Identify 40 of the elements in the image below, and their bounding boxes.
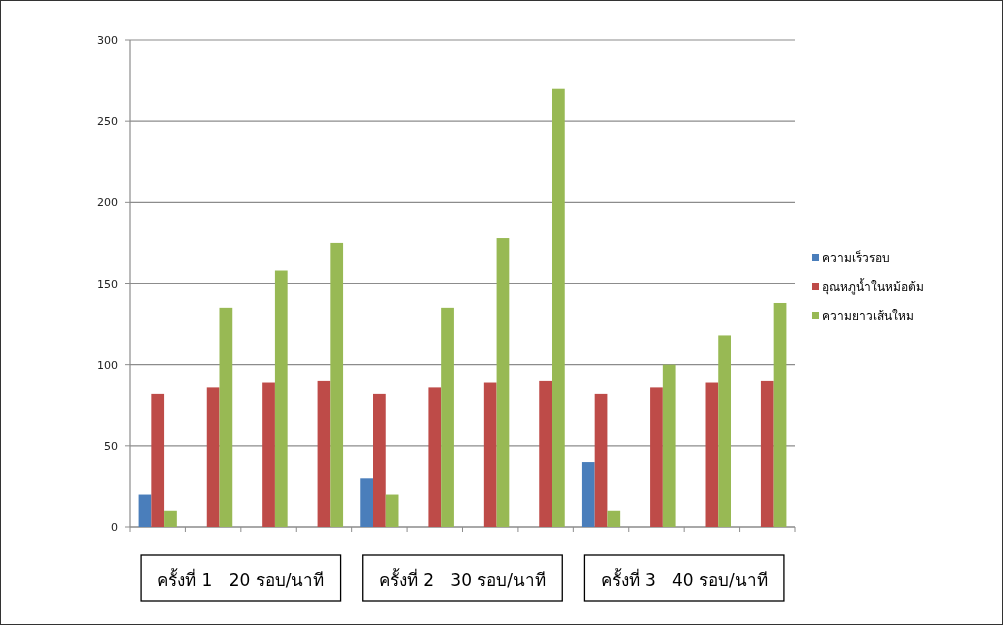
y-tick-label: 50 bbox=[104, 439, 118, 453]
bar bbox=[441, 307, 454, 527]
bar bbox=[360, 478, 373, 527]
bar bbox=[705, 382, 719, 527]
bar bbox=[594, 393, 608, 527]
y-tick-label: 300 bbox=[97, 34, 118, 47]
y-tick-label: 0 bbox=[111, 521, 118, 534]
text: ครั้งที่ 2 30 รอบ/นาที bbox=[378, 568, 547, 590]
bar bbox=[760, 380, 774, 527]
bar bbox=[496, 238, 510, 527]
bar bbox=[385, 494, 399, 527]
legend-label: ความยาวเส้นใหม bbox=[822, 309, 914, 323]
bar bbox=[483, 382, 497, 527]
text: ครั้งที่ 3 40 รอบ/นาที bbox=[600, 568, 768, 590]
bar bbox=[773, 302, 787, 527]
bar bbox=[262, 382, 275, 527]
bar bbox=[539, 380, 552, 527]
bar bbox=[151, 393, 165, 527]
bar bbox=[138, 494, 152, 527]
legend-label: อุณหภูน้ำในหม้อต้ม bbox=[822, 278, 924, 295]
bar bbox=[718, 335, 731, 527]
text: ครั้งที่ 1 20 รอบ/นาที bbox=[157, 568, 325, 590]
bar bbox=[206, 387, 220, 527]
y-tick-label: 200 bbox=[97, 196, 118, 210]
bar bbox=[662, 364, 676, 527]
bar bbox=[219, 307, 233, 527]
y-tick-label: 150 bbox=[97, 277, 118, 291]
bar bbox=[581, 462, 595, 527]
y-tick-label: 100 bbox=[97, 358, 118, 372]
bar bbox=[330, 242, 344, 527]
bar bbox=[373, 393, 386, 527]
bar bbox=[607, 510, 621, 527]
bar bbox=[164, 510, 177, 527]
bar bbox=[552, 88, 565, 527]
bar bbox=[428, 387, 442, 527]
y-tick-label: 250 bbox=[97, 115, 118, 129]
legend-label: ความเร็วรอบ bbox=[822, 250, 890, 265]
bar bbox=[317, 380, 331, 527]
bar bbox=[274, 270, 288, 527]
bar bbox=[650, 387, 663, 527]
